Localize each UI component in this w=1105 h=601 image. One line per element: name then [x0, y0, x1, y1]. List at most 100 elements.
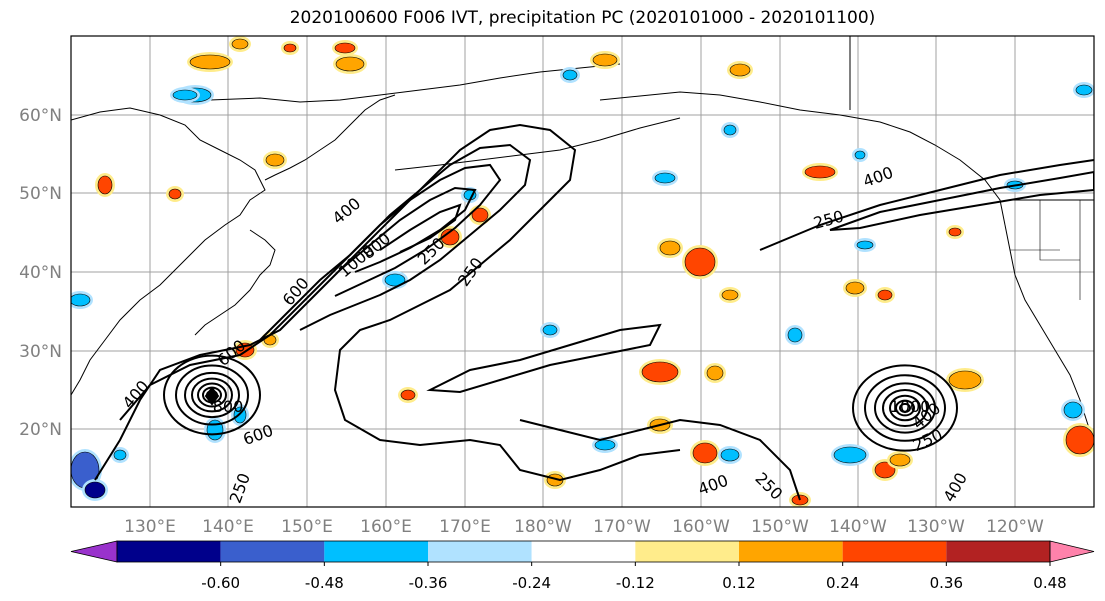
- latitude-label: 40°N: [19, 263, 62, 283]
- precip-cell: [854, 150, 866, 160]
- colorbar-tick-label: -0.48: [305, 574, 344, 592]
- colorbar-min-extend: [70, 540, 118, 563]
- colorbar-frame: [116, 540, 1051, 563]
- precip-cell: [562, 69, 578, 81]
- precip-cell: [265, 153, 285, 167]
- latitude-label: 20°N: [19, 420, 62, 440]
- cyclone-contour: [197, 382, 227, 408]
- precip-cell: [594, 439, 616, 451]
- colorbar-box: [220, 541, 325, 562]
- cyclone-contour: [864, 374, 946, 442]
- longitude-label: 140°W: [829, 517, 887, 537]
- cyclone-contour: [175, 364, 249, 426]
- precip-cell: [97, 175, 113, 195]
- precip-cell: [889, 453, 911, 467]
- ivt-contour-800-jet: [339, 186, 477, 273]
- precip-cell: [787, 327, 803, 343]
- longitude-label: 120°W: [986, 517, 1044, 537]
- precip-cell: [856, 240, 874, 250]
- ivt-contour-400-jet: [119, 143, 532, 421]
- cyclone-contour: [874, 382, 936, 434]
- ivt-contour-1000-jet: [379, 203, 462, 253]
- precip-cell: [168, 188, 182, 200]
- cyclone-contour: [889, 394, 921, 422]
- longitude-label: 180°W: [514, 517, 572, 537]
- longitude-label: 170°W: [593, 517, 651, 537]
- precip-cell: [84, 481, 106, 499]
- precip-cell: [659, 240, 681, 256]
- colorbar-box: [117, 541, 221, 562]
- precip-cell: [692, 442, 718, 464]
- cyclone-contour: [184, 371, 240, 419]
- kuril-coastline: [264, 149, 321, 181]
- siberia-coastline: [209, 63, 621, 103]
- ivt-contour-east-400: [829, 170, 1094, 231]
- cyclone-contour: [852, 364, 958, 452]
- longitude-label: 160°W: [672, 517, 730, 537]
- ivt-contour-east-250: [759, 159, 1094, 251]
- precip-cell: [113, 449, 127, 461]
- precip-cell: [335, 56, 365, 72]
- ivt-contour-subtropical: [426, 323, 662, 394]
- latitude-label: 60°N: [19, 106, 62, 126]
- longitude-label: 160°E: [360, 517, 412, 537]
- us-states: [1010, 200, 1081, 300]
- ivt-contour-tropics: [519, 418, 801, 501]
- cyclone-contour: [163, 354, 261, 436]
- precip-cell: [400, 389, 416, 401]
- precip-cell: [877, 289, 893, 301]
- colorbar-tick-label: -0.36: [409, 574, 448, 592]
- colorbar-box: [635, 541, 739, 562]
- colorbar-tick-label: 0.48: [1033, 574, 1066, 592]
- precip-cell: [654, 172, 676, 184]
- map-frame: [70, 35, 1095, 508]
- ivt-contour-label: 1000: [890, 397, 931, 416]
- cyclone-contours: [163, 354, 958, 452]
- colorbar-tick-labels: -0.60 -0.48 -0.36 -0.24 -0.12 0.12 0.24 0.36 0.4…: [201, 562, 1067, 592]
- cyclone-contour: [882, 388, 928, 428]
- precip-cell: [1065, 425, 1094, 455]
- precip-cell: [874, 461, 896, 479]
- precip-cell: [1075, 84, 1093, 96]
- precip-cell: [845, 281, 865, 295]
- cyclone-center: [204, 386, 220, 406]
- precip-cell: [720, 448, 740, 462]
- colorbar-box: [739, 541, 843, 562]
- precip-cell: [641, 361, 679, 383]
- precip-cell: [334, 42, 356, 54]
- japan-coastline: [194, 229, 276, 336]
- precip-cell: [471, 207, 489, 223]
- ivt-contour-label: 800: [213, 397, 244, 416]
- precip-cell: [684, 247, 716, 277]
- colorbar-tick-label: 0.12: [722, 574, 755, 592]
- ivt-contour-250-jet: [94, 123, 681, 482]
- colorbar-box: [531, 541, 636, 562]
- ivt-contour-600-jet: [259, 163, 502, 341]
- latitude-label: 50°N: [19, 184, 62, 204]
- precip-cell: [384, 273, 406, 287]
- colorbar-tick-label: 0.36: [930, 574, 963, 592]
- precip-cell: [283, 43, 297, 53]
- asia-coastline: [71, 107, 266, 396]
- precip-cell: [804, 165, 836, 179]
- colorbar-tick-label: 0.24: [826, 574, 859, 592]
- ivt-contours: [94, 123, 1094, 501]
- precip-cell: [948, 370, 982, 390]
- precip-cell: [71, 293, 91, 307]
- colorbar-tick-label: -0.60: [201, 574, 240, 592]
- precip-cell: [440, 228, 460, 246]
- latitude-labels: 60°N 50°N 40°N 30°N 20°N: [19, 106, 62, 440]
- precip-cell: [231, 38, 249, 50]
- colorbar-max-extend: [1049, 540, 1095, 563]
- colorbar-tick-label: -0.12: [616, 574, 655, 592]
- precip-cell: [833, 446, 867, 464]
- precip-cell: [723, 124, 737, 136]
- precip-cell: [592, 53, 618, 67]
- kamchatka-coastline: [319, 94, 396, 151]
- cyclone-contour: [191, 377, 233, 413]
- longitude-label: 130°W: [907, 517, 965, 537]
- colorbar-box: [428, 541, 532, 562]
- precip-cell: [729, 63, 751, 77]
